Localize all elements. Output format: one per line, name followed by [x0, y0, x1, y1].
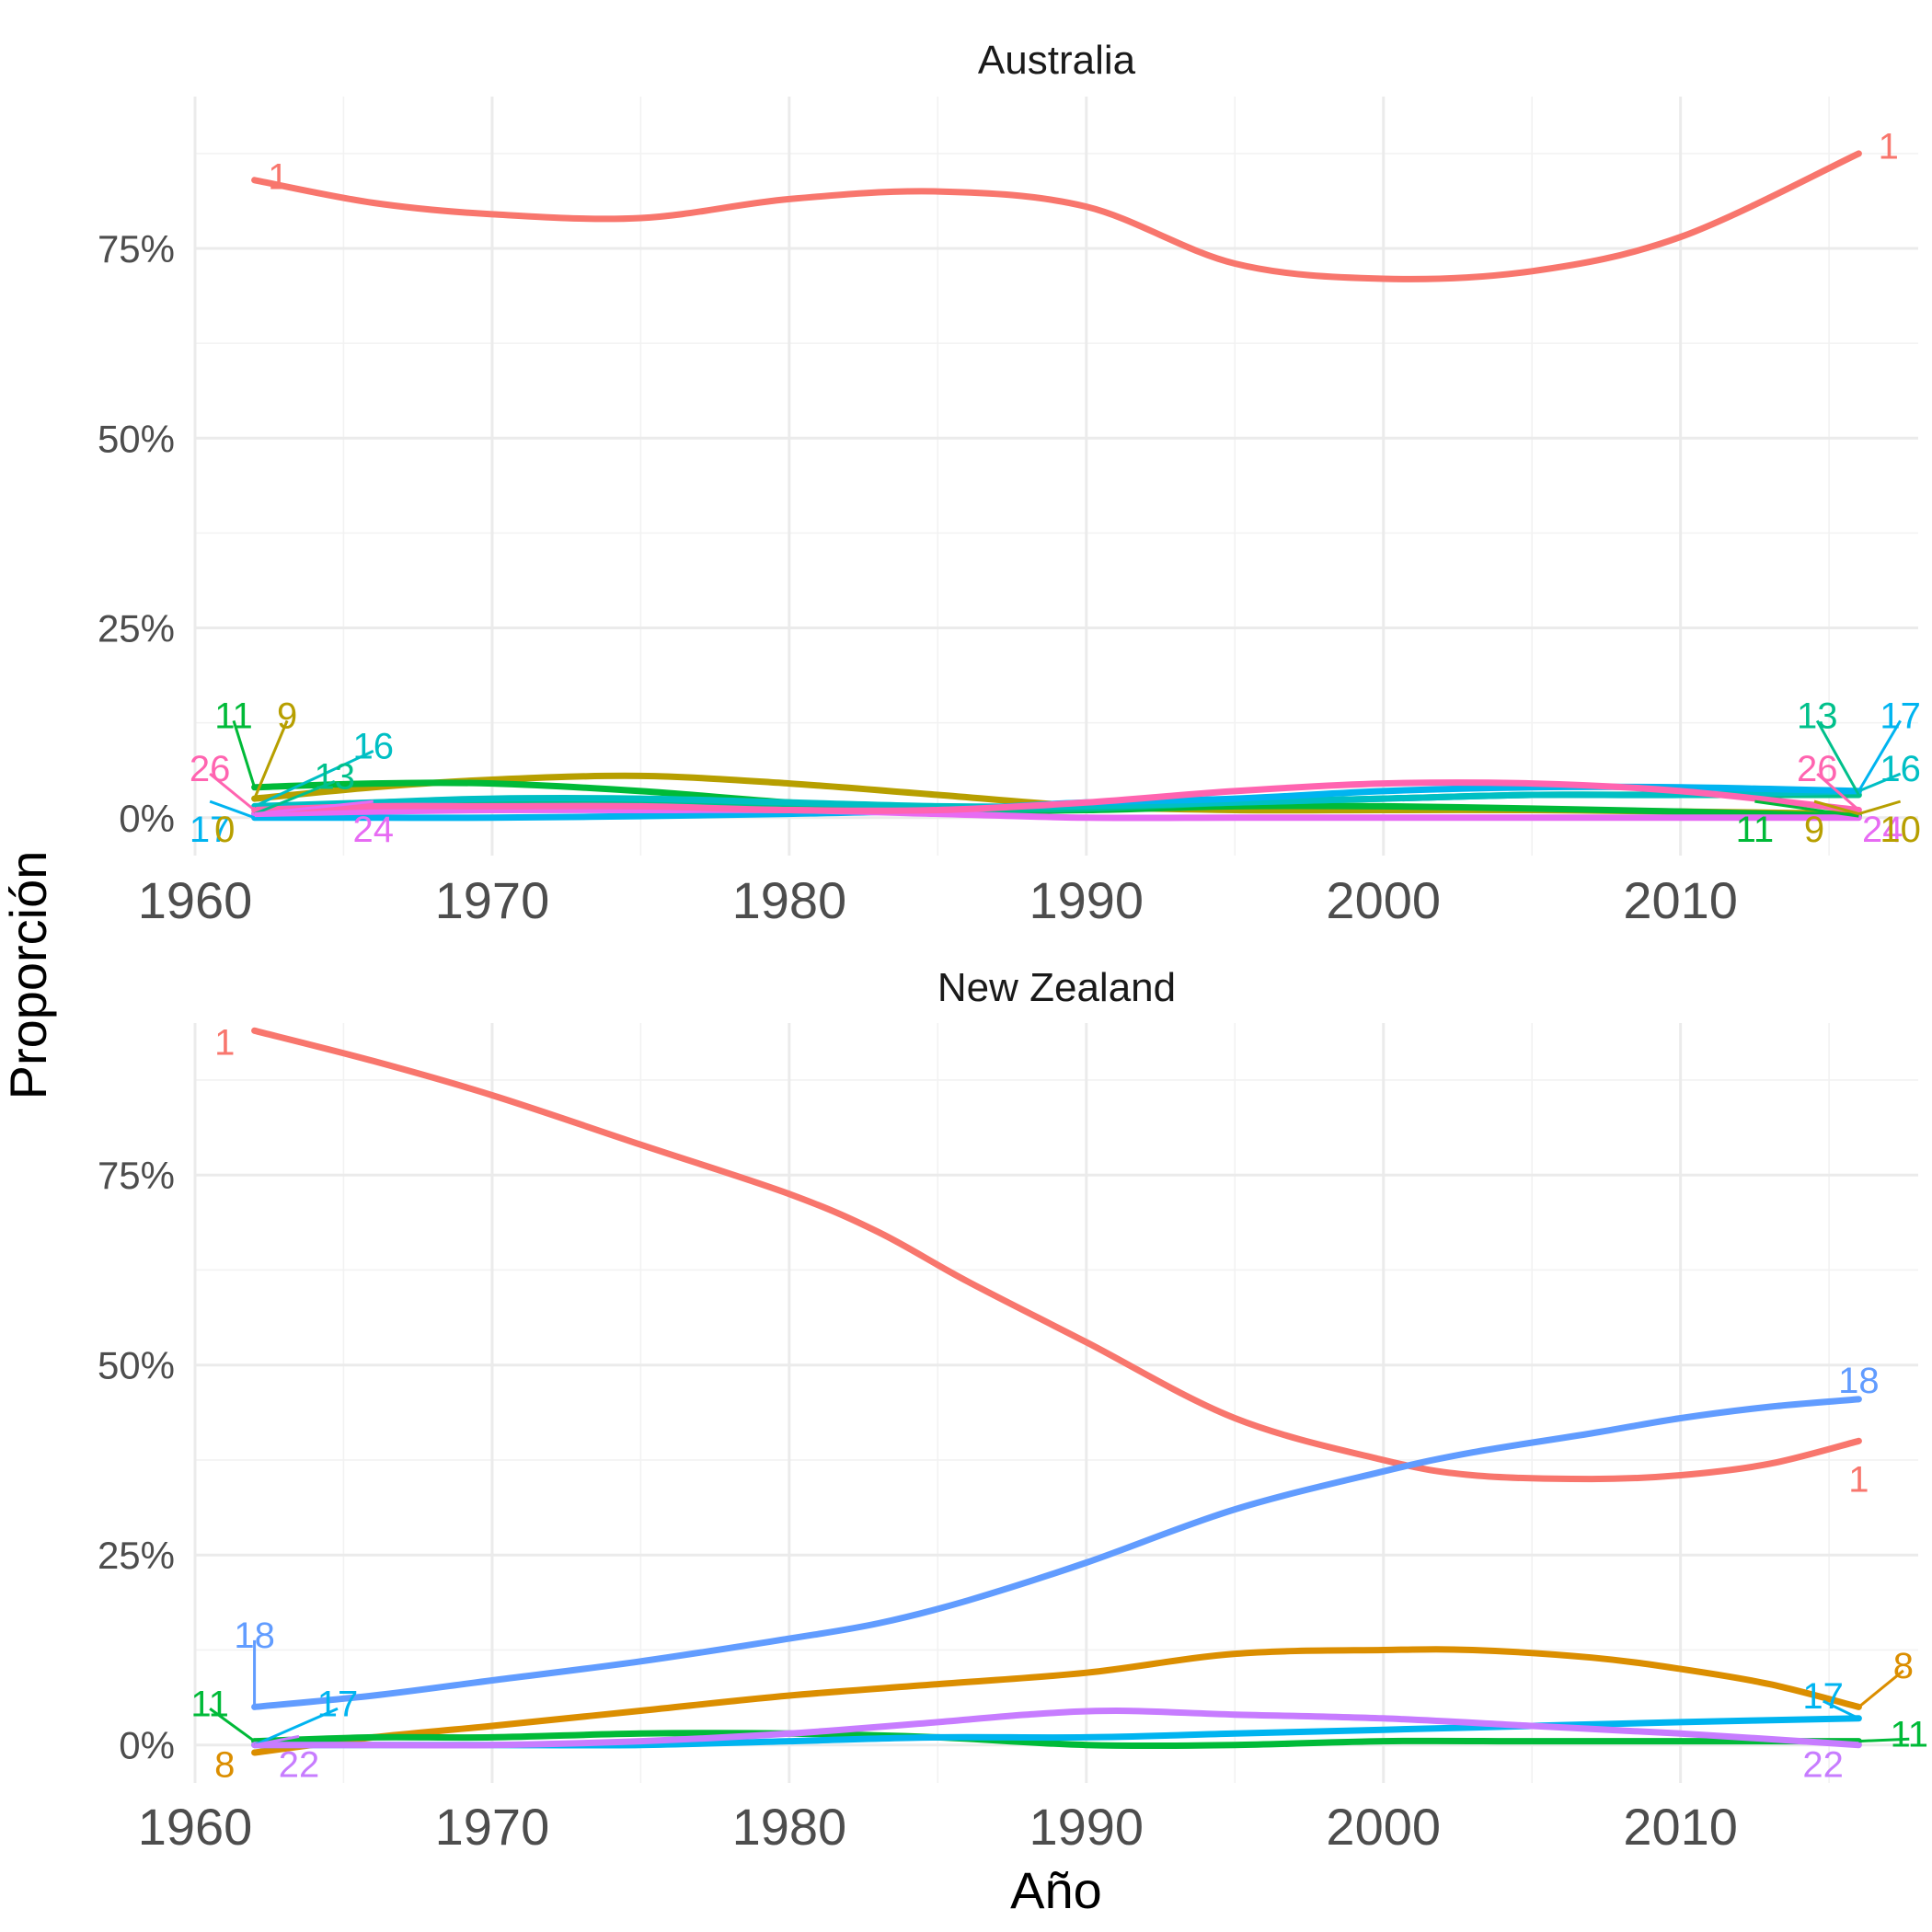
series-label-1: 1	[1848, 1460, 1869, 1501]
y-tick-label: 50%	[98, 1344, 175, 1387]
x-tick-label: 2000	[1326, 1798, 1441, 1856]
y-tick-label: 50%	[98, 417, 175, 460]
series-line-1	[251, 1027, 1862, 1483]
x-tick-label: 1980	[732, 1798, 847, 1856]
series-label-11: 11	[1891, 1714, 1929, 1754]
y-tick-label: 75%	[98, 1154, 175, 1197]
label-leader-line	[254, 779, 336, 816]
series-label-17: 17	[1880, 696, 1921, 736]
label-leader-line	[232, 719, 257, 788]
x-tick-label: 1960	[138, 871, 253, 929]
x-tick-label: 1980	[732, 871, 847, 929]
series-label-10: 10	[1880, 810, 1921, 850]
label-leader-line	[1858, 1737, 1910, 1743]
series-line-1	[251, 150, 1862, 282]
series-label-22: 22	[1802, 1744, 1844, 1785]
series-label-8: 8	[1893, 1646, 1914, 1686]
series-label-9: 9	[277, 696, 297, 736]
y-tick-label: 75%	[98, 227, 175, 270]
series-line-8	[251, 1646, 1862, 1756]
series-label-11: 11	[214, 696, 253, 736]
x-tick-label: 1990	[1029, 871, 1144, 929]
x-tick-label: 1990	[1029, 1798, 1144, 1856]
series-label-11: 11	[1736, 810, 1775, 850]
series-label-26: 26	[190, 749, 231, 789]
series-label-24: 24	[1862, 810, 1903, 850]
series-label-8: 8	[214, 1744, 235, 1785]
label-leader-line	[1816, 772, 1860, 811]
label-leader-line	[253, 750, 374, 808]
y-tick-label: 25%	[98, 1534, 175, 1577]
label-leader-line	[1815, 719, 1860, 796]
series-label-1: 1	[268, 157, 288, 198]
x-tick-label: 2010	[1623, 871, 1738, 929]
label-leader-line	[209, 799, 256, 820]
panel-new-zealand: New Zealand 0% 25% 50% 75% 1960 1970 1980 1990 20…	[98, 965, 1928, 1856]
label-leader-line	[1813, 799, 1859, 816]
label-leader-line	[209, 772, 256, 811]
series-line-26	[251, 779, 1862, 814]
y-tick-label: 0%	[119, 1724, 175, 1767]
x-tick-label: 2010	[1623, 1798, 1738, 1856]
series-label-13: 13	[1797, 696, 1838, 736]
label-leader-line	[209, 1708, 256, 1742]
series-label-13: 13	[315, 756, 356, 797]
panel-title: Australia	[978, 38, 1136, 83]
series-line-22	[251, 1708, 1862, 1749]
series-label-26: 26	[1797, 749, 1838, 789]
series-label-1: 1	[214, 1023, 235, 1064]
series-label-18: 18	[234, 1616, 275, 1656]
series-label-18: 18	[1838, 1361, 1880, 1401]
label-leader-line	[253, 1707, 339, 1747]
x-tick-label: 2000	[1326, 871, 1441, 929]
label-leader-line	[254, 799, 374, 816]
label-leader-line	[253, 719, 289, 799]
label-leader-line	[1857, 772, 1902, 793]
x-tick-label: 1970	[435, 1798, 550, 1856]
series-label-0: 0	[214, 810, 235, 850]
series-label-16: 16	[353, 726, 395, 766]
x-tick-label: 1970	[435, 871, 550, 929]
series-line-24	[251, 806, 1862, 822]
series-line-18	[251, 1396, 1862, 1710]
label-leader-line	[1857, 1669, 1904, 1708]
series-label-24: 24	[353, 810, 395, 850]
label-leader-line	[1857, 799, 1902, 816]
label-leader-line	[254, 1734, 300, 1747]
x-axis-title: Año	[1010, 1861, 1102, 1919]
series-label-16: 16	[1880, 749, 1921, 789]
x-tick-label: 1960	[138, 1798, 253, 1856]
series-label-17: 17	[317, 1684, 359, 1724]
label-leader-line	[1857, 719, 1902, 792]
series-label-22: 22	[279, 1744, 320, 1785]
panel-title: New Zealand	[937, 965, 1176, 1010]
series-label-17: 17	[190, 810, 231, 850]
y-tick-label: 25%	[98, 607, 175, 650]
series-label-9: 9	[1804, 810, 1824, 850]
label-leader-line	[1754, 799, 1859, 818]
y-axis-title: Proporción	[0, 851, 57, 1100]
series-label-1: 1	[1879, 127, 1899, 167]
y-tick-label: 0%	[119, 797, 175, 840]
series-label-17: 17	[1802, 1676, 1844, 1717]
label-leader-line	[1823, 1699, 1860, 1720]
series-label-11: 11	[190, 1684, 229, 1724]
series-line-11	[251, 1730, 1862, 1750]
